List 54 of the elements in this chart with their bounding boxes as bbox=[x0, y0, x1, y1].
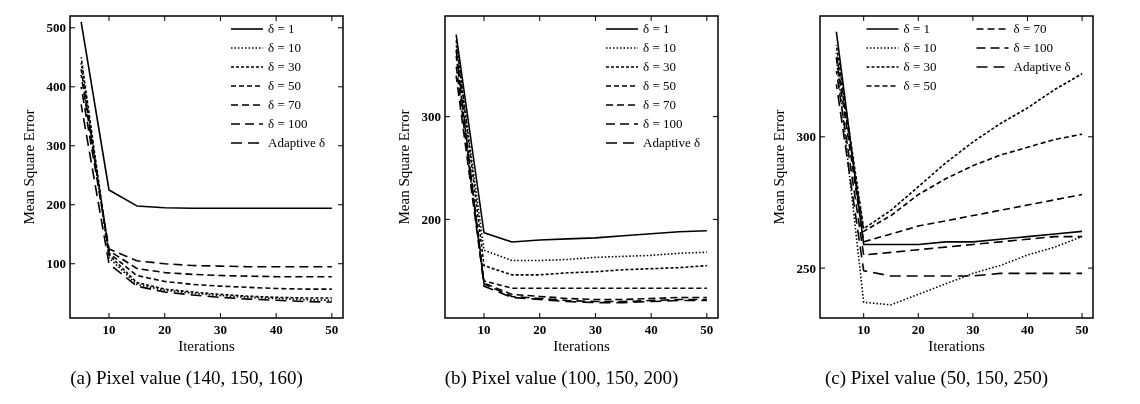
x-tick-label: 50 bbox=[700, 322, 714, 337]
x-axis-title: Iterations bbox=[928, 338, 985, 354]
legend-label: δ = 70 bbox=[1013, 21, 1047, 36]
x-tick-label: 10 bbox=[477, 322, 491, 337]
y-axis-title: Mean Square Error bbox=[21, 109, 37, 225]
legend-label: δ = 10 bbox=[903, 40, 937, 55]
legend-label: δ = 100 bbox=[1013, 40, 1053, 55]
legend-label: δ = 50 bbox=[643, 78, 676, 93]
legend-label: δ = 100 bbox=[643, 116, 683, 131]
legend-label: δ = 30 bbox=[643, 59, 676, 74]
x-tick-label: 50 bbox=[1075, 322, 1089, 337]
y-tick-label: 100 bbox=[46, 256, 66, 272]
y-axis-title: Mean Square Error bbox=[396, 109, 412, 225]
legend-label: δ = 30 bbox=[903, 59, 937, 74]
legend-label: δ = 1 bbox=[903, 21, 930, 36]
y-tick-label: 200 bbox=[46, 197, 66, 213]
legend-label: Adaptive δ bbox=[643, 135, 701, 150]
legend-label: δ = 70 bbox=[268, 97, 301, 112]
x-tick-label: 50 bbox=[325, 322, 339, 337]
y-axis-title: Mean Square Error bbox=[771, 109, 787, 225]
x-tick-label: 40 bbox=[269, 322, 283, 337]
text: (b) Pixel value (100, 150, 200) bbox=[444, 367, 679, 389]
legend-label: δ = 1 bbox=[643, 21, 670, 36]
x-axis-title: Iterations bbox=[178, 338, 235, 354]
legend-label: Adaptive δ bbox=[268, 135, 326, 150]
y-tick-label: 300 bbox=[796, 129, 816, 145]
text: (c) Pixel value (50, 150, 250) bbox=[824, 367, 1049, 389]
x-tick-label: 30 bbox=[966, 322, 980, 337]
legend-label: δ = 30 bbox=[268, 59, 301, 74]
x-tick-label: 30 bbox=[588, 322, 602, 337]
y-tick-label: 300 bbox=[421, 109, 441, 125]
y-tick-label: 200 bbox=[421, 211, 441, 227]
y-tick-label: 250 bbox=[796, 260, 816, 276]
x-tick-label: 40 bbox=[1020, 322, 1034, 337]
x-tick-label: 30 bbox=[213, 322, 227, 337]
x-tick-label: 10 bbox=[102, 322, 116, 337]
x-axis-title: Iterations bbox=[553, 338, 610, 354]
x-tick-label: 20 bbox=[533, 322, 547, 337]
text: (a) Pixel value (140, 150, 160) bbox=[70, 367, 303, 389]
x-tick-label: 20 bbox=[158, 322, 172, 337]
legend-label: δ = 50 bbox=[268, 78, 301, 93]
y-tick-label: 500 bbox=[46, 20, 66, 36]
legend-label: δ = 100 bbox=[268, 116, 308, 131]
legend-label: δ = 70 bbox=[643, 97, 676, 112]
y-tick-label: 400 bbox=[46, 79, 66, 95]
legend-label: δ = 10 bbox=[268, 40, 301, 55]
legend-label: Adaptive δ bbox=[1013, 59, 1071, 74]
legend-label: δ = 10 bbox=[643, 40, 676, 55]
x-tick-label: 40 bbox=[644, 322, 658, 337]
x-tick-label: 20 bbox=[911, 322, 925, 337]
y-tick-label: 300 bbox=[46, 138, 66, 154]
x-tick-label: 10 bbox=[857, 322, 871, 337]
legend-label: δ = 50 bbox=[903, 78, 937, 93]
legend-label: δ = 1 bbox=[268, 21, 295, 36]
